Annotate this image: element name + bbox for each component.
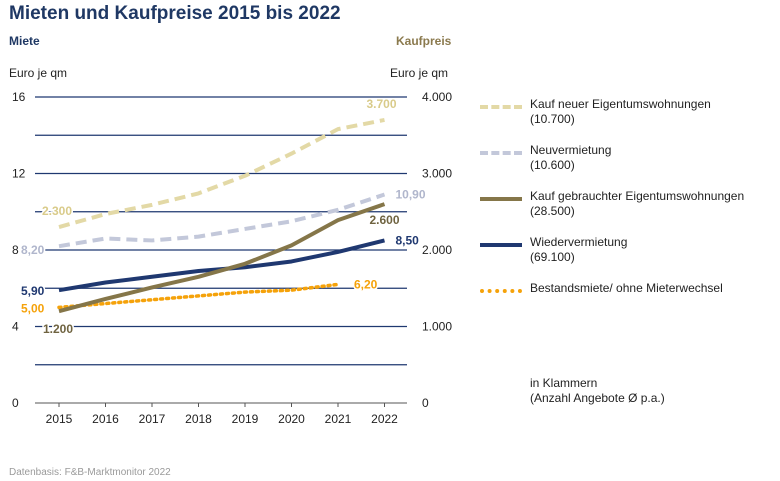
legend-swatch — [480, 289, 522, 293]
right-y-tick-label: 0 — [422, 396, 429, 410]
legend-swatch — [480, 243, 522, 247]
right-y-tick-label: 3.000 — [422, 167, 452, 181]
data-label-end: 10,90 — [396, 188, 426, 202]
series-kauf-neu — [58, 117, 385, 229]
data-label-end: 8,50 — [396, 233, 420, 247]
legend-count: (10.600) — [530, 158, 575, 172]
data-label-end: 2.600 — [370, 213, 400, 227]
legend-label: Bestandsmiete/ ohne Mieterwechsel — [530, 281, 723, 295]
left-y-tick-label: 12 — [12, 167, 26, 181]
x-tick-label: 2016 — [92, 412, 119, 426]
right-axis-heading: Kaufpreis — [396, 34, 452, 48]
x-tick-label: 2022 — [371, 412, 398, 426]
data-label-start: 5,00 — [21, 301, 45, 315]
x-tick-label: 2015 — [46, 412, 73, 426]
left-y-tick-label: 8 — [12, 243, 19, 257]
legend-label: Neuvermietung — [530, 143, 612, 157]
data-label-end: 6,20 — [354, 277, 378, 291]
data-label-start: 8,20 — [21, 243, 45, 257]
legend-label: Kauf gebrauchter Eigentumswohnungen — [530, 189, 745, 203]
legend-label: Kauf neuer Eigentumswohnungen — [530, 97, 711, 111]
right-y-tick-label: 4.000 — [422, 90, 452, 104]
x-tick-label: 2021 — [325, 412, 352, 426]
data-label-end: 3.700 — [367, 97, 397, 111]
data-label-start: 5,90 — [21, 284, 45, 298]
legend-swatch — [480, 197, 522, 201]
right-y-tick-label: 2.000 — [422, 243, 452, 257]
left-y-tick-label: 0 — [12, 396, 19, 410]
series-neuvermietung — [58, 192, 386, 249]
left-axis-unit: Euro je qm — [9, 66, 68, 80]
x-tick-label: 2020 — [278, 412, 305, 426]
x-tick-label: 2017 — [139, 412, 166, 426]
note-line-1: in Klammern — [530, 376, 598, 390]
note-line-2: (Anzahl Angebote Ø p.a.) — [530, 391, 665, 405]
right-axis-unit: Euro je qm — [390, 66, 449, 80]
x-tick-label: 2018 — [185, 412, 212, 426]
legend-label: Wiedervermietung — [530, 235, 628, 249]
chart-title: Mieten und Kaufpreise 2015 bis 2022 — [9, 3, 341, 24]
left-y-tick-label: 4 — [12, 320, 19, 334]
legend-swatch — [480, 105, 522, 109]
legend-count: (28.500) — [530, 204, 575, 218]
left-y-tick-label: 16 — [12, 90, 26, 104]
right-y-tick-label: 1.000 — [422, 320, 452, 334]
left-axis-heading: Miete — [9, 34, 40, 48]
legend-count: (10.700) — [530, 112, 575, 126]
series-bestandsmiete — [57, 282, 340, 310]
note: in Klammern (Anzahl Angebote Ø p.a.) — [530, 376, 665, 406]
series-wiedervermietung — [58, 238, 385, 293]
legend-count: (69.100) — [530, 250, 575, 264]
source-note: Datenbasis: F&B-Marktmonitor 2022 — [9, 467, 171, 478]
x-tick-label: 2019 — [232, 412, 259, 426]
legend-swatch — [480, 151, 522, 155]
data-label-start: 2.300 — [42, 204, 72, 218]
series-kauf-gebraucht — [58, 202, 386, 314]
data-label-start: 1.200 — [43, 322, 73, 336]
